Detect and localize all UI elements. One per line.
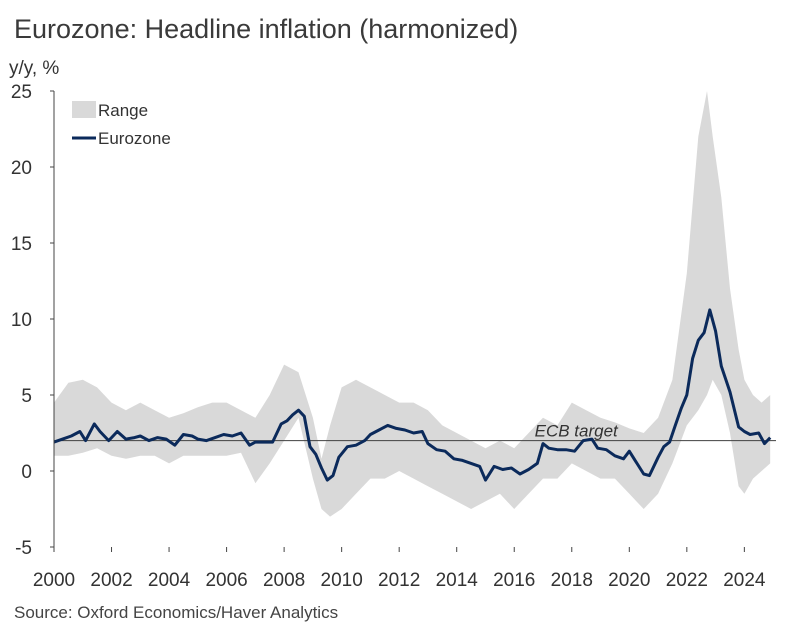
x-tick-label: 2010 xyxy=(321,570,363,591)
x-tick-label: 2004 xyxy=(148,570,191,591)
x-tick-label: 2000 xyxy=(33,570,75,591)
x-tick-label: 2014 xyxy=(436,570,479,591)
y-tick-label: 25 xyxy=(11,82,32,103)
y-tick-label: -5 xyxy=(15,538,32,559)
target-layer: ECB target xyxy=(54,422,776,442)
ecb-target-label: ECB target xyxy=(535,422,619,441)
y-axis-label: y/y, % xyxy=(9,58,60,79)
x-tick-label: 2016 xyxy=(493,570,535,591)
x-tick-label: 2024 xyxy=(723,570,766,591)
range-band-layer xyxy=(54,91,771,517)
y-tick-label: 0 xyxy=(21,462,32,483)
y-tick-label: 15 xyxy=(11,234,32,255)
y-tick-label: 20 xyxy=(11,158,32,179)
x-tick-label: 2008 xyxy=(263,570,305,591)
source-note: Source: Oxford Economics/Haver Analytics xyxy=(14,603,339,622)
x-tick-label: 2012 xyxy=(378,570,420,591)
x-tick-label: 2018 xyxy=(551,570,593,591)
eurozone-line-layer xyxy=(53,308,772,482)
y-tick-label: 5 xyxy=(21,386,32,407)
range-band xyxy=(54,91,771,517)
legend-range-label: Range xyxy=(98,101,148,120)
x-tick-label: 2002 xyxy=(90,570,132,591)
x-tick-label: 2006 xyxy=(205,570,247,591)
chart-title: Eurozone: Headline inflation (harmonized… xyxy=(14,14,519,44)
legend: Range Eurozone xyxy=(72,101,171,148)
x-tick-label: 2022 xyxy=(666,570,708,591)
x-tick-label: 2020 xyxy=(608,570,650,591)
legend-eurozone-label: Eurozone xyxy=(98,129,171,148)
y-tick-label: 10 xyxy=(11,310,32,331)
eurozone-line xyxy=(53,308,772,482)
legend-range-swatch xyxy=(72,101,96,118)
